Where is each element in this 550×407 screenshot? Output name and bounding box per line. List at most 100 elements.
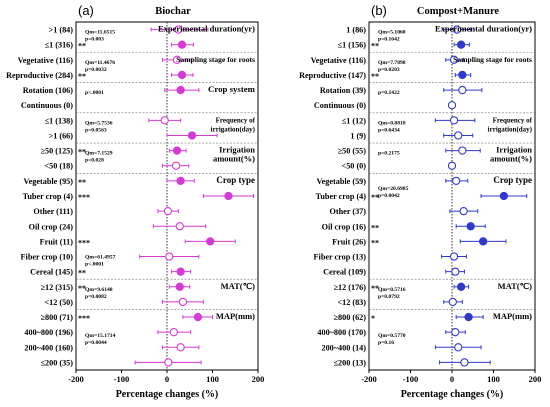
group-title: Crop system: [208, 84, 256, 94]
effect-point: [163, 206, 173, 216]
effect-point: [172, 55, 182, 64]
row-label: >1 (84): [49, 26, 74, 35]
x-tick-label: -200: [361, 374, 377, 384]
panel-label: (a): [78, 3, 94, 18]
row-label: ≥50 (125): [41, 147, 74, 156]
effect-point: [464, 312, 473, 322]
group-title-line2: amount(%): [213, 154, 255, 164]
effect-point: [449, 55, 459, 64]
x-tick-label: -100: [403, 374, 419, 384]
row-label: Fruit (11): [40, 237, 74, 246]
effect-point: [458, 146, 467, 155]
group-stat-qm: Qm=15.1714: [85, 333, 116, 339]
row-label: ≥12 (315): [41, 283, 74, 292]
effect-point: [460, 358, 469, 367]
effect-point: [447, 161, 457, 170]
row-label: >1 (66): [49, 131, 74, 140]
effect-point: [458, 70, 467, 80]
group-stat-qm: Qm=11.4676: [85, 60, 115, 66]
row-label: ≤1 (156): [338, 41, 367, 50]
row-label: Oil crop (24): [29, 222, 74, 231]
group-title: Frequency of: [493, 116, 533, 124]
group-stat-p: p=0.1422: [378, 90, 400, 96]
significance-marker: **: [78, 269, 86, 278]
row-label: Other (111): [33, 207, 73, 216]
effect-point: [177, 70, 187, 80]
group-title: Sampling stage for roots: [176, 55, 255, 64]
effect-point: [456, 282, 466, 291]
effect-point: [187, 131, 197, 140]
row-label: Vegetable (59): [317, 177, 367, 186]
significance-marker: **: [371, 193, 379, 202]
group-title: Experimental duration(yr): [435, 24, 532, 34]
group-title-line2: irrigation(day): [211, 125, 256, 133]
panel-compost-manure: (b) Compost+Manure 1 (86) ≤1 (156) ** Vegetat…: [299, 3, 541, 400]
row-label: 200~400 (160): [24, 343, 73, 352]
group-stat-qm: Qm=0.8818: [378, 120, 406, 126]
group-stat-p: p=0.028: [85, 158, 104, 164]
group-stat-qm: Qm=20.6985: [378, 186, 409, 192]
panel-title: Compost+Manure: [417, 6, 500, 17]
effect-point: [449, 116, 459, 125]
row-label: Vegetative (116): [18, 56, 74, 65]
row-label: ≤1 (12): [342, 116, 367, 125]
panel-label: (b): [371, 3, 387, 18]
group-stat-p: p=0.003: [85, 37, 104, 43]
group-stat-p: p<.0001: [85, 262, 104, 268]
row-label: ≤200 (35): [41, 358, 74, 367]
effect-point: [458, 85, 467, 95]
row-label: Continuous (0): [314, 101, 366, 110]
row-label: Reproductive (284): [6, 71, 73, 80]
group-title: Irrigation: [219, 145, 255, 155]
group-title: MAT(℃): [498, 281, 533, 291]
row-label: ≥50 (55): [338, 147, 367, 156]
row-label: Rotation (106): [23, 86, 74, 95]
effect-point: [176, 343, 185, 352]
group-stat-qm: Qm=61.4957: [85, 255, 116, 261]
x-tick-label: 100: [206, 374, 219, 384]
group-stat-p: p<.0001: [85, 90, 104, 96]
panel-biochar: (a) Biochar >1 (84) ≤1 (316) ** Vegetative (1…: [6, 3, 264, 400]
x-tick-label: 200: [529, 374, 542, 384]
effect-point: [175, 282, 184, 291]
significance-marker: **: [78, 178, 86, 187]
significance-marker: **: [78, 284, 86, 293]
effect-point: [164, 358, 173, 367]
group-stat-p: p=0.0044: [85, 340, 107, 346]
effect-point: [176, 267, 185, 276]
effect-point: [176, 176, 185, 186]
row-label: 1 (9): [350, 131, 366, 140]
significance-marker: **: [371, 238, 379, 247]
group-title: Sampling stage for roots: [453, 55, 532, 64]
x-axis-title: Percentage changes (%): [401, 389, 504, 400]
significance-marker: **: [371, 223, 379, 232]
panel-title: Biochar: [155, 6, 191, 17]
group-stat-qm: Qm=5.7536: [85, 120, 113, 126]
effect-point: [456, 40, 466, 49]
group-title: Crop type: [493, 175, 532, 185]
effect-point: [169, 328, 178, 337]
x-tick-label: -200: [68, 374, 84, 384]
row-label: <50 (0): [342, 162, 367, 171]
row-label: Fiber crop (10): [21, 253, 74, 262]
effect-point: [175, 222, 184, 231]
row-label: ≥800 (62): [334, 313, 367, 322]
group-title-line2: amount(%): [490, 154, 532, 164]
significance-marker: **: [371, 284, 379, 293]
row-label: 1 (86): [346, 26, 366, 35]
group-title-line2: irrigation(day): [488, 125, 533, 133]
row-label: Other (37): [330, 207, 367, 216]
row-label: <12 (50): [44, 298, 73, 307]
row-label: Continuous (0): [21, 101, 73, 110]
group-title: MAP(mm): [493, 311, 532, 321]
row-label: Cereal (109): [323, 268, 366, 277]
effect-point: [451, 328, 460, 337]
x-tick-label: -100: [114, 374, 130, 384]
row-label: 200~400 (14): [321, 343, 366, 352]
effect-point: [178, 297, 188, 307]
row-label: 400~800 (170): [317, 328, 366, 337]
row-label: ≤200 (13): [334, 358, 367, 367]
x-tick-label: 0: [450, 374, 454, 384]
effect-point: [447, 101, 457, 110]
